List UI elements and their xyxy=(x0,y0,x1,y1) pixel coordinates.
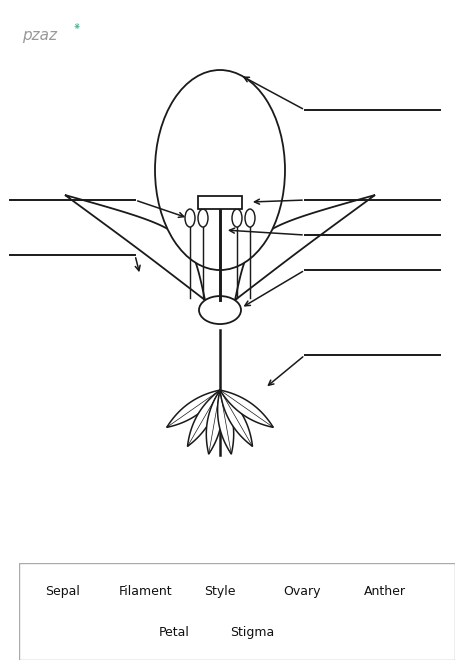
Polygon shape xyxy=(235,195,375,300)
Bar xyxy=(198,196,242,209)
Polygon shape xyxy=(218,390,234,454)
Text: Anther: Anther xyxy=(364,586,406,598)
Polygon shape xyxy=(220,390,273,427)
Text: Filament: Filament xyxy=(118,586,172,598)
Text: Stigma: Stigma xyxy=(230,626,274,639)
FancyBboxPatch shape xyxy=(19,563,455,660)
Text: pzaz: pzaz xyxy=(22,28,57,43)
Text: Style: Style xyxy=(204,586,235,598)
Ellipse shape xyxy=(185,209,195,227)
Ellipse shape xyxy=(155,70,285,270)
Ellipse shape xyxy=(198,209,208,227)
Polygon shape xyxy=(206,390,222,454)
Text: ⁕: ⁕ xyxy=(72,22,80,32)
Text: Petal: Petal xyxy=(158,626,189,639)
Polygon shape xyxy=(220,390,253,446)
Text: Sepal: Sepal xyxy=(45,586,80,598)
Ellipse shape xyxy=(245,209,255,227)
Polygon shape xyxy=(65,195,205,300)
Polygon shape xyxy=(167,390,220,427)
Ellipse shape xyxy=(232,209,242,227)
Ellipse shape xyxy=(199,296,241,324)
Polygon shape xyxy=(188,390,220,446)
Text: Ovary: Ovary xyxy=(283,586,321,598)
